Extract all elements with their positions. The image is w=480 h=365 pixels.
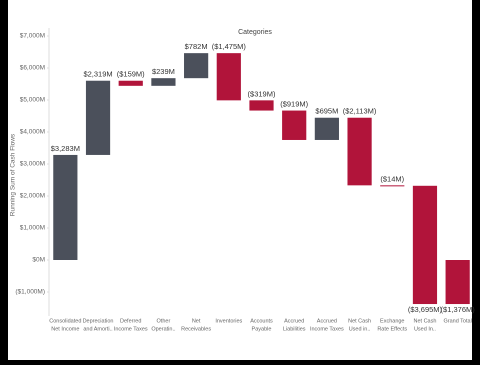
x-tick-label: Inventories [215,318,242,324]
value-label: ($1,475M) [212,42,247,51]
bar [184,53,209,79]
value-label: ($3,695M) [408,305,443,314]
value-label: ($2,113M) [343,107,377,116]
y-tick-label: ($1,000M) [15,289,45,296]
x-tick-label: Used in.. [349,326,371,332]
x-tick-label: Operatin.. [151,326,176,332]
x-tick-label: Payable [252,326,272,332]
x-tick-label: Consolidated [49,318,81,324]
bar [118,80,143,86]
x-tick-label: Exchange [380,318,404,324]
x-tick-label: Accrued [317,318,337,324]
value-label: ($14M) [380,174,404,183]
bar [282,110,307,140]
bar [85,80,111,155]
x-tick-label: and Amorti.. [83,326,113,332]
x-tick-label: Income Taxes [114,326,148,332]
value-label: $695M [315,107,338,116]
x-tick-label: Receivables [181,326,211,332]
y-tick-label: $0M [32,257,45,264]
x-tick-label: Depreciation [83,318,114,324]
bar [347,117,372,186]
bar [216,53,241,101]
chart-title: Categories [238,29,272,36]
y-tick-label: $5,000M [20,97,45,104]
y-tick-label: $3,000M [20,161,45,168]
bar [412,185,438,305]
x-tick-label: Accrued [284,318,304,324]
x-tick-label: Net Cash [413,318,436,324]
x-tick-label: Income Taxes [310,326,344,332]
bar [151,78,176,86]
value-label: ($319M) [248,89,276,98]
value-label: ($1,376M) [441,305,476,314]
y-axis-label: Running Sum of Cash Flows [10,133,17,216]
x-tick-label: Used In.. [414,326,436,332]
value-label: $782M [185,42,208,51]
bar [380,185,405,187]
value-label: $2,319M [83,70,112,79]
y-tick-label: $1,000M [20,225,45,232]
x-tick-label: Accounts [250,318,273,324]
y-tick-label: $4,000M [20,129,45,136]
value-label: $3,283M [51,144,80,153]
x-tick-label: Rate Effects [377,326,407,332]
bar [249,100,274,111]
x-tick-label: Net Income [51,326,79,332]
x-tick-label: Grand Total [443,318,471,324]
y-tick-label: $2,000M [20,193,45,200]
x-tick-label: Liabilities [283,326,306,332]
y-tick-label: $7,000M [20,33,45,40]
value-label: ($919M) [280,100,308,109]
x-tick-label: Net [192,318,201,324]
bar [314,117,339,140]
value-label: $239M [152,67,175,76]
x-tick-label: Other [157,318,171,324]
value-label: ($159M) [117,70,145,79]
x-tick-label: Deferred [120,318,141,324]
bar [53,154,78,260]
x-tick-label: Net Cash [348,318,371,324]
y-tick-label: $6,000M [20,65,45,72]
bar [445,260,470,305]
